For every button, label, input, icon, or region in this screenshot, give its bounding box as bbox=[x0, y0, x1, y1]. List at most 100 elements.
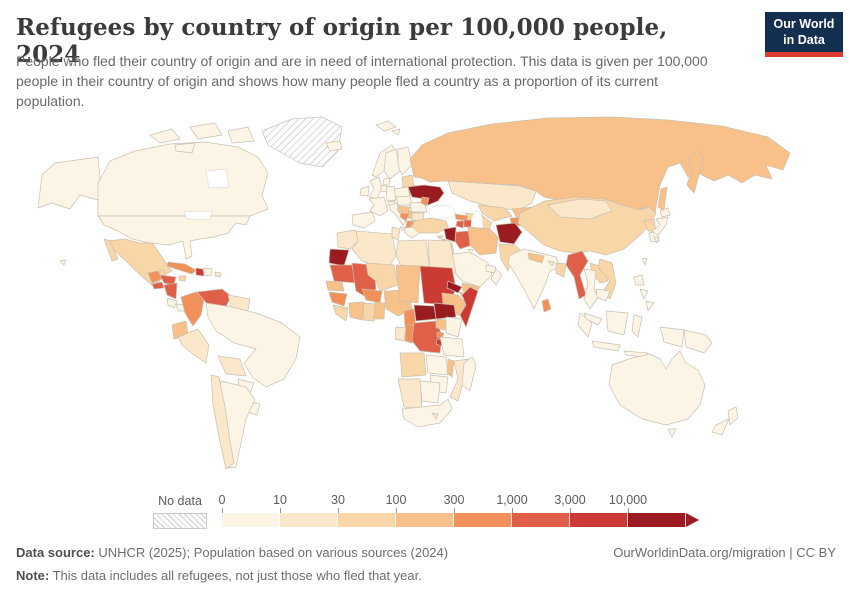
country-botswana[interactable] bbox=[419, 380, 441, 404]
legend-bin-1,000–3,000[interactable] bbox=[512, 513, 570, 527]
country-mexico-baja[interactable] bbox=[103, 238, 119, 262]
country-iceland[interactable] bbox=[325, 140, 343, 152]
country-canada-arctic-4[interactable] bbox=[174, 142, 196, 154]
owid-logo[interactable]: Our World in Data bbox=[765, 12, 843, 58]
country-france[interactable] bbox=[368, 196, 389, 217]
legend-no-data[interactable]: No data bbox=[153, 494, 207, 529]
country-iran[interactable] bbox=[467, 226, 499, 256]
country-united-kingdom[interactable] bbox=[368, 176, 383, 200]
country-guinea[interactable] bbox=[328, 291, 348, 307]
country-canada-arctic-3[interactable] bbox=[227, 126, 255, 144]
country-chad[interactable] bbox=[395, 264, 421, 304]
country-afghanistan[interactable] bbox=[495, 222, 523, 245]
country-eritrea[interactable] bbox=[446, 280, 463, 294]
country-dominican-republic[interactable] bbox=[203, 267, 213, 277]
country-myanmar[interactable] bbox=[565, 250, 589, 300]
legend-bin-0–10[interactable] bbox=[222, 513, 280, 527]
country-burkina-faso[interactable] bbox=[361, 288, 383, 304]
country-el-salvador[interactable] bbox=[151, 281, 165, 290]
country-usa-hawaii[interactable] bbox=[59, 259, 67, 266]
country-india[interactable] bbox=[507, 248, 561, 310]
legend-bin-300–1,000[interactable] bbox=[454, 513, 512, 527]
country-spain-portugal[interactable] bbox=[351, 211, 376, 229]
country-japan[interactable] bbox=[651, 207, 671, 244]
country-armenia[interactable] bbox=[455, 220, 465, 229]
country-turkey[interactable] bbox=[411, 217, 449, 234]
country-bolivia[interactable] bbox=[217, 355, 247, 377]
country-mongolia[interactable] bbox=[547, 198, 613, 220]
country-sweden[interactable] bbox=[383, 148, 401, 180]
country-papua-new-guinea[interactable] bbox=[683, 329, 713, 354]
country-romania[interactable] bbox=[409, 201, 428, 213]
country-australia-tasmania[interactable] bbox=[667, 428, 677, 438]
legend-bin-10–30[interactable] bbox=[280, 513, 338, 527]
country-sri-lanka[interactable] bbox=[541, 298, 552, 313]
country-south-sudan[interactable] bbox=[433, 302, 457, 320]
country-philippines[interactable] bbox=[633, 274, 655, 312]
country-denmark[interactable] bbox=[382, 177, 391, 186]
country-italy[interactable] bbox=[389, 202, 407, 232]
country-ivory-coast[interactable] bbox=[348, 301, 365, 321]
country-lesotho[interactable] bbox=[431, 412, 439, 420]
legend-bin-100–300[interactable] bbox=[396, 513, 454, 527]
legend-bin-3,000–10,000[interactable] bbox=[570, 513, 628, 527]
country-canada-arctic-2[interactable] bbox=[189, 122, 223, 140]
country-somalia[interactable] bbox=[459, 286, 479, 328]
country-australia[interactable] bbox=[608, 350, 706, 426]
country-senegal[interactable] bbox=[325, 280, 345, 292]
country-egypt[interactable] bbox=[427, 239, 457, 274]
country-mexico[interactable] bbox=[106, 238, 173, 286]
country-bhutan[interactable] bbox=[547, 260, 555, 267]
country-central-african-republic[interactable] bbox=[413, 304, 437, 322]
country-nepal[interactable] bbox=[527, 252, 545, 264]
country-costa-rica[interactable] bbox=[166, 297, 178, 309]
country-kuwait[interactable] bbox=[467, 248, 474, 255]
country-bangladesh[interactable] bbox=[555, 262, 567, 278]
country-finland[interactable] bbox=[397, 146, 413, 176]
country-togo-benin[interactable] bbox=[373, 301, 386, 320]
legend-bin-30–100[interactable] bbox=[338, 513, 396, 527]
country-jamaica[interactable] bbox=[178, 275, 187, 282]
legend-bin-10,000+[interactable] bbox=[628, 513, 686, 527]
country-austria-czechia[interactable] bbox=[395, 195, 413, 206]
country-taiwan[interactable] bbox=[641, 257, 648, 266]
country-puerto-rico[interactable] bbox=[214, 271, 222, 278]
country-russia-kamchatka[interactable] bbox=[686, 150, 705, 194]
country-south-africa[interactable] bbox=[401, 398, 453, 428]
country-greenland-no-data[interactable] bbox=[261, 116, 343, 168]
country-cuba[interactable] bbox=[166, 261, 197, 275]
country-cyprus[interactable] bbox=[436, 235, 444, 240]
country-western-sahara[interactable] bbox=[328, 248, 350, 267]
country-indonesia[interactable] bbox=[577, 310, 685, 358]
country-peru[interactable] bbox=[177, 328, 210, 364]
footer-link[interactable]: OurWorldinData.org/migration | CC BY bbox=[613, 545, 836, 560]
country-cambodia[interactable] bbox=[595, 288, 611, 302]
country-chile[interactable] bbox=[210, 374, 235, 470]
country-ghana[interactable] bbox=[362, 302, 376, 322]
country-sierra-leone-liberia[interactable] bbox=[332, 304, 349, 322]
country-kazakhstan[interactable] bbox=[447, 180, 537, 211]
country-new-zealand[interactable] bbox=[711, 406, 739, 436]
country-bosnia[interactable] bbox=[399, 212, 410, 222]
country-germany[interactable] bbox=[385, 185, 397, 202]
country-thailand[interactable] bbox=[583, 268, 599, 310]
country-moldova[interactable] bbox=[420, 196, 430, 207]
country-uzbekistan[interactable] bbox=[477, 204, 513, 222]
country-tanzania[interactable] bbox=[439, 336, 465, 358]
country-oman[interactable] bbox=[490, 268, 503, 286]
country-gabon[interactable] bbox=[394, 326, 407, 342]
country-tunisia[interactable] bbox=[391, 226, 401, 241]
country-angola[interactable] bbox=[399, 352, 427, 378]
country-malawi[interactable] bbox=[446, 358, 455, 378]
country-niger[interactable] bbox=[365, 262, 399, 292]
country-brazil[interactable] bbox=[205, 302, 301, 388]
country-benelux[interactable] bbox=[380, 184, 388, 193]
country-madagascar[interactable] bbox=[461, 356, 477, 392]
country-china[interactable] bbox=[517, 196, 657, 256]
country-colombia[interactable] bbox=[180, 291, 205, 327]
country-ireland[interactable] bbox=[359, 185, 370, 197]
country-nicaragua[interactable] bbox=[163, 282, 178, 300]
country-canada[interactable] bbox=[97, 141, 269, 217]
country-mauritania[interactable] bbox=[329, 264, 357, 284]
country-syria[interactable] bbox=[443, 226, 457, 243]
